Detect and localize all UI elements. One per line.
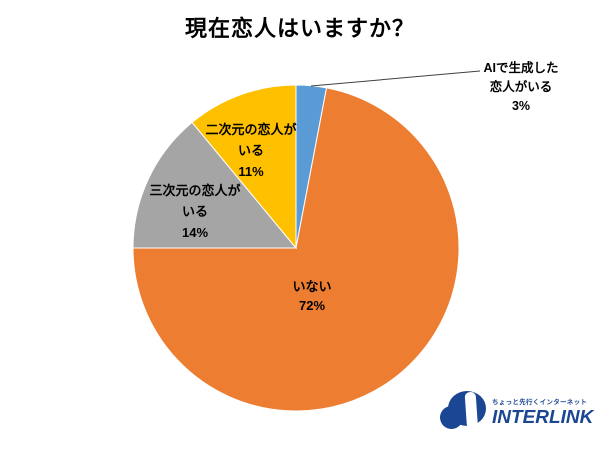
logo-brand: INTERLINK bbox=[492, 408, 594, 428]
pie-slice-3 bbox=[191, 84, 297, 250]
slice-label-line: いない bbox=[292, 279, 332, 294]
slice-label-line: 三次元の恋人が bbox=[149, 183, 241, 198]
logo-circle-small bbox=[440, 406, 463, 429]
slice-label-line: AIで生成した bbox=[483, 61, 559, 75]
slice-label-none: いない 72% bbox=[262, 277, 362, 315]
slice-label-ai-generated: AIで生成した 恋人がいる 3% bbox=[451, 59, 591, 116]
logo-tagline: ちょっと先行くインターネット bbox=[492, 399, 588, 406]
interlink-logo-mark-icon bbox=[440, 390, 492, 435]
leader-line-ai bbox=[310, 70, 481, 87]
pie-slices bbox=[132, 84, 460, 412]
slice-label-3d-lover: 三次元の恋人が いる 14% bbox=[125, 180, 265, 243]
slice-label-line: いる bbox=[237, 143, 264, 158]
slice-label-line: いる bbox=[181, 204, 208, 219]
slice-percent: 72% bbox=[298, 298, 326, 313]
slice-percent: 14% bbox=[181, 225, 209, 240]
interlink-logo: ちょっと先行くインターネット INTERLINK bbox=[437, 388, 597, 436]
slice-label-2d-lover: 二次元の恋人が いる 11% bbox=[181, 119, 321, 182]
interlink-logo-text: ちょっと先行くインターネット INTERLINK bbox=[492, 396, 600, 430]
pie-slice-1 bbox=[132, 87, 460, 412]
pie-slice-2 bbox=[132, 121, 298, 249]
slice-percent: 11% bbox=[238, 164, 264, 179]
slice-label-line: 恋人がいる bbox=[489, 80, 553, 94]
slice-label-line: 二次元の恋人が bbox=[205, 122, 297, 137]
chart-title: 現在恋人はいますか？ bbox=[184, 16, 415, 41]
slice-percent: 3% bbox=[511, 99, 531, 113]
